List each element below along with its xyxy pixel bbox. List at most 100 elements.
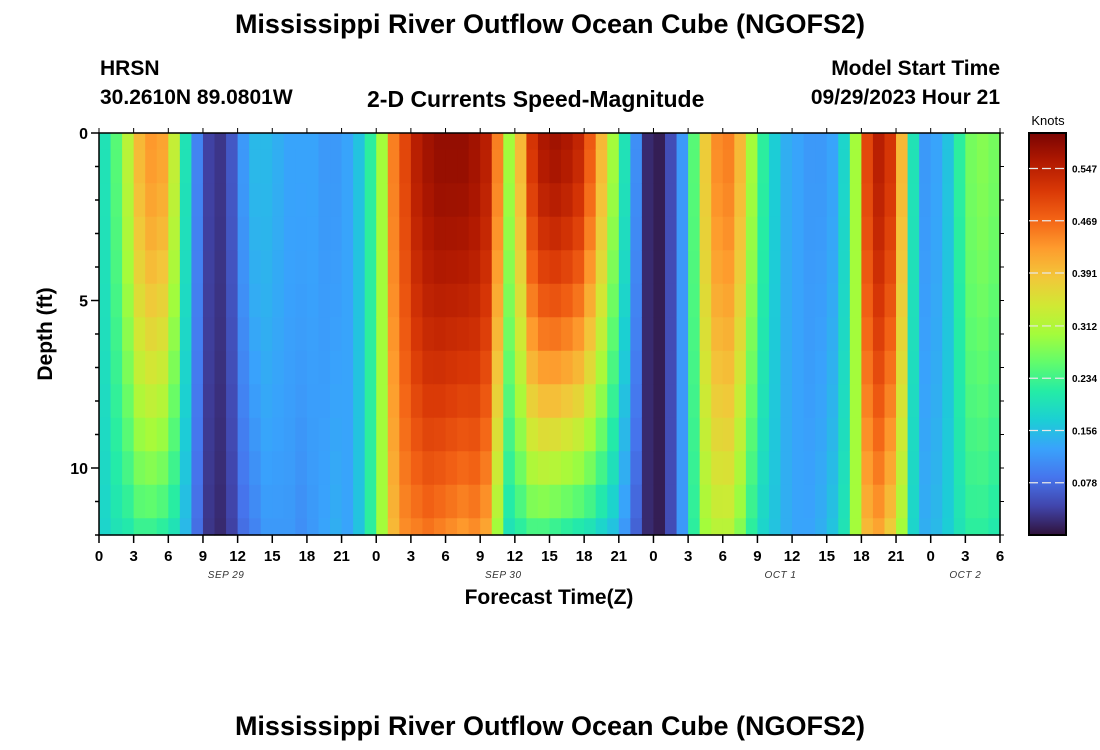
heatmap-cell [976, 317, 990, 352]
heatmap-cell [561, 133, 574, 151]
heatmap-cell [399, 518, 412, 536]
heatmap-cell [792, 451, 805, 486]
heatmap-cell [838, 283, 851, 318]
heatmap-cell [930, 451, 943, 486]
heatmap-cell [445, 133, 458, 151]
colorbar-tick-label: 0.234 [1072, 374, 1097, 385]
heatmap-cell [399, 451, 412, 486]
heatmap-cell [457, 250, 470, 285]
heatmap-cell [572, 484, 585, 519]
date-label: OCT 2 [949, 570, 981, 581]
heatmap-cell [537, 484, 551, 519]
heatmap-cell [272, 350, 285, 385]
heatmap-cell [341, 518, 354, 536]
heatmap-cell [399, 484, 412, 519]
heatmap-cell [491, 451, 504, 486]
heatmap-cell [353, 317, 366, 352]
heatmap-cell [168, 283, 181, 318]
heatmap-cell [226, 133, 239, 151]
heatmap-cell [861, 149, 874, 184]
heatmap-cell [792, 384, 805, 419]
heatmap-cell [688, 250, 701, 285]
heatmap-cell [988, 283, 1001, 318]
heatmap-cell [896, 216, 909, 251]
heatmap-cell [122, 518, 135, 536]
heatmap-cell [110, 518, 123, 536]
heatmap-cell [572, 350, 585, 385]
heatmap-cell [768, 283, 782, 318]
heatmap-cell [318, 350, 331, 385]
heatmap-cell [341, 250, 354, 285]
heatmap-cell [503, 283, 516, 318]
heatmap-cell [237, 216, 250, 251]
heatmap-cell [330, 250, 343, 285]
heatmap-cell [133, 250, 146, 285]
heatmap-cell [387, 149, 400, 184]
heatmap-cell [514, 317, 527, 352]
heatmap-cell [595, 484, 608, 519]
heatmap-cell [214, 384, 227, 419]
heatmap-cell [549, 451, 562, 486]
heatmap-cell [792, 149, 805, 184]
heatmap-cell [919, 283, 932, 318]
heatmap-cell [295, 183, 308, 218]
heatmap-cell [653, 283, 666, 318]
heatmap-cell [561, 216, 574, 251]
heatmap-cell [306, 133, 320, 151]
heatmap-cell [861, 250, 874, 285]
heatmap-cell [457, 451, 470, 486]
heatmap-cell [226, 484, 239, 519]
heatmap-cell [295, 317, 308, 352]
heatmap-cell [711, 417, 724, 452]
heatmap-cell [688, 484, 701, 519]
heatmap-cell [734, 518, 747, 536]
heatmap-cell [168, 417, 181, 452]
heatmap-cell [711, 149, 724, 184]
heatmap-cell [306, 283, 320, 318]
heatmap-cell [780, 149, 793, 184]
heatmap-cell [803, 384, 816, 419]
heatmap-cell [826, 350, 839, 385]
heatmap-cell [838, 384, 851, 419]
heatmap-cell [202, 149, 216, 184]
heatmap-cell [653, 133, 666, 151]
heatmap-cell [665, 417, 678, 452]
heatmap-cell [757, 417, 770, 452]
heatmap-cell [168, 149, 181, 184]
x-tick-label: 12 [507, 548, 524, 565]
heatmap-cell [433, 350, 447, 385]
heatmap-cell [838, 250, 851, 285]
heatmap-cell [838, 417, 851, 452]
heatmap-cell [584, 216, 597, 251]
heatmap-cell [584, 451, 597, 486]
heatmap-cell [433, 317, 447, 352]
heatmap-cell [930, 518, 943, 536]
heatmap-cell [168, 250, 181, 285]
heatmap-cell [468, 384, 481, 419]
heatmap-cell [364, 133, 377, 151]
heatmap-cell [688, 183, 701, 218]
heatmap-cell [803, 518, 816, 536]
heatmap-cell [237, 518, 250, 536]
heatmap-cell [145, 183, 158, 218]
heatmap-cell [399, 283, 412, 318]
heatmap-cell [872, 350, 886, 385]
heatmap-cell [942, 518, 955, 536]
heatmap-cell [249, 149, 262, 184]
heatmap-cell [364, 250, 377, 285]
heatmap-cell [364, 149, 377, 184]
heatmap-cell [457, 317, 470, 352]
heatmap-cell [838, 183, 851, 218]
heatmap-cell [480, 417, 493, 452]
heatmap-cell [849, 250, 862, 285]
heatmap-cell [595, 350, 608, 385]
heatmap-cell [480, 283, 493, 318]
heatmap-cell [260, 250, 273, 285]
heatmap-cell [491, 518, 504, 536]
heatmap-cell [156, 384, 169, 419]
heatmap-cell [815, 149, 828, 184]
x-tick-label: 21 [610, 548, 627, 565]
heatmap-cell [99, 350, 112, 385]
heatmap-cell [630, 350, 643, 385]
heatmap-cell [780, 484, 793, 519]
